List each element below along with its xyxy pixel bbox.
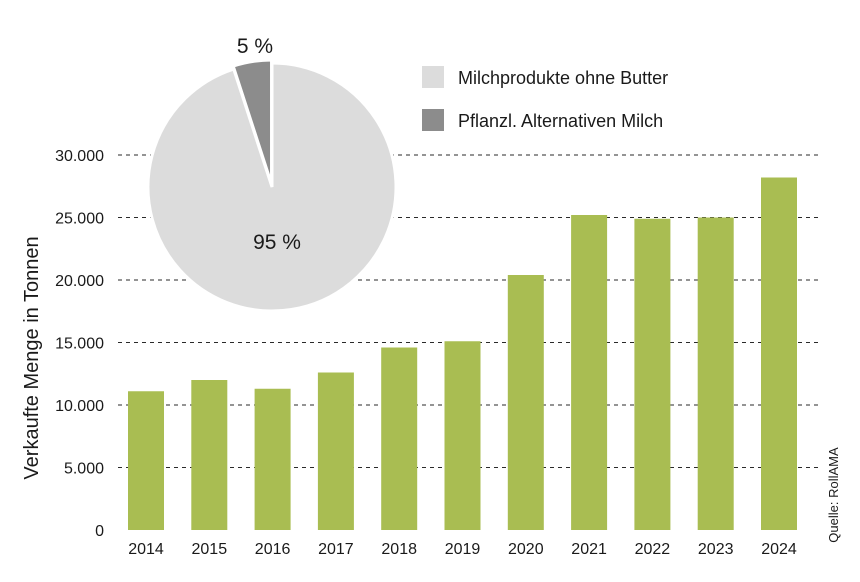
y-tick-label: 10.000 bbox=[55, 398, 104, 415]
legend-swatch bbox=[422, 66, 444, 88]
x-tick-label: 2020 bbox=[508, 541, 544, 558]
legend-swatch bbox=[422, 109, 444, 131]
y-tick-label: 0 bbox=[95, 523, 104, 540]
y-tick-label: 20.000 bbox=[55, 273, 104, 290]
bar-2019 bbox=[444, 341, 481, 530]
x-tick-label: 2024 bbox=[761, 541, 797, 558]
y-tick-label: 25.000 bbox=[55, 211, 104, 228]
x-tick-label: 2015 bbox=[192, 541, 228, 558]
bar-2014 bbox=[128, 391, 164, 530]
x-tick-label: 2022 bbox=[635, 541, 671, 558]
y-tick-label: 30.000 bbox=[55, 148, 104, 165]
y-axis-ticks: 0 5.000 10.000 15.000 20.000 25.000 30.000 bbox=[55, 148, 104, 540]
bar-2015 bbox=[191, 380, 228, 530]
x-tick-label: 2018 bbox=[381, 541, 417, 558]
legend-label: Pflanzl. Alternativen Milch bbox=[458, 111, 663, 131]
pie-slice-milchprodukte bbox=[146, 61, 398, 313]
bars bbox=[128, 177, 797, 530]
x-tick-label: 2021 bbox=[571, 541, 607, 558]
x-tick-label: 2016 bbox=[255, 541, 291, 558]
bar-2021 bbox=[571, 215, 608, 530]
legend-label: Milchprodukte ohne Butter bbox=[458, 68, 668, 88]
x-tick-label: 2017 bbox=[318, 541, 354, 558]
pie-label-5: 5 % bbox=[237, 35, 273, 58]
x-tick-label: 2023 bbox=[698, 541, 734, 558]
x-tick-label: 2014 bbox=[128, 541, 164, 558]
x-tick-label: 2019 bbox=[445, 541, 481, 558]
bar-2017 bbox=[317, 372, 354, 530]
source-note: Quelle: RollAMA bbox=[826, 447, 841, 543]
pie-chart: 95 % 5 % bbox=[146, 35, 398, 313]
x-axis-ticks: 2014 2015 2016 2017 2018 2019 2020 2021 2022 2023… bbox=[128, 541, 797, 558]
bar-2023 bbox=[697, 217, 734, 530]
bar-2016 bbox=[254, 388, 291, 530]
bar-2024 bbox=[761, 177, 797, 530]
bar-2022 bbox=[634, 218, 671, 530]
pie-slice-pflanzl bbox=[231, 58, 274, 185]
y-tick-label: 15.000 bbox=[55, 336, 104, 353]
pie-label-95: 95 % bbox=[253, 231, 301, 254]
bar-2018 bbox=[381, 347, 418, 530]
y-axis-label: Verkaufte Menge in Tonnen bbox=[21, 236, 43, 479]
bar-2020 bbox=[507, 275, 544, 530]
y-tick-label: 5.000 bbox=[64, 461, 104, 478]
legend: Milchprodukte ohne Butter Pflanzl. Altern… bbox=[422, 66, 668, 131]
